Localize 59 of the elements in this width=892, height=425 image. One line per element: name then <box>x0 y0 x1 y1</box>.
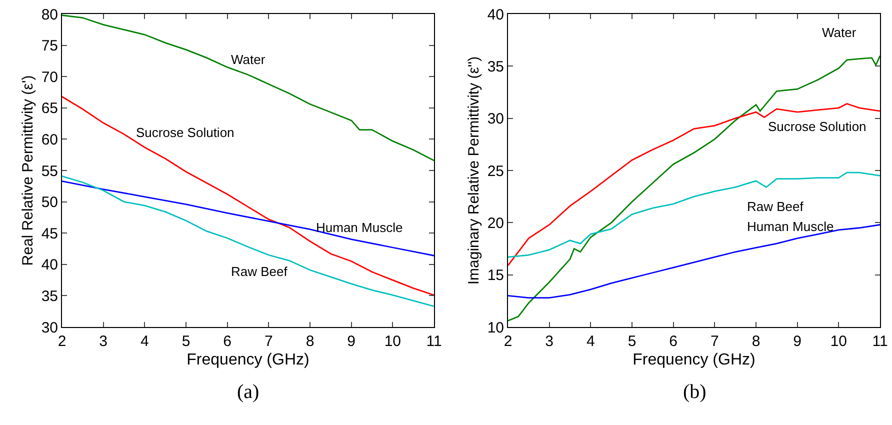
x-axis-title: Frequency (GHz) <box>186 352 310 369</box>
y-tick-label: 10 <box>487 319 504 336</box>
line-series <box>508 55 880 322</box>
x-tick-label: 7 <box>710 333 719 350</box>
series-label: Raw Beef <box>231 264 288 279</box>
x-tick-label: 2 <box>504 333 512 350</box>
y-tick-label: 50 <box>41 194 58 212</box>
x-tick-label: 11 <box>872 333 888 350</box>
y-tick-label: 30 <box>41 319 58 336</box>
x-tick-label: 5 <box>628 333 636 350</box>
x-tick-label: 10 <box>830 333 848 350</box>
y-tick-label: 15 <box>487 267 504 284</box>
y-tick-label: 35 <box>487 58 504 76</box>
series-label: Sucrose Solution <box>768 119 866 134</box>
series-label: Human Muscle <box>747 219 834 234</box>
y-tick-label: 80 <box>41 6 58 24</box>
x-tick-label: 9 <box>347 333 356 350</box>
x-tick-label: 2 <box>58 333 66 350</box>
series-label: Raw Beef <box>747 199 804 214</box>
y-axis-title: Imaginary Relative Permittivity (ε'') <box>466 56 483 285</box>
y-tick-label: 25 <box>487 162 504 180</box>
line-series <box>62 175 434 308</box>
series-label: Water <box>231 52 266 67</box>
line-series <box>62 14 434 162</box>
series-label: Sucrose Solution <box>136 125 234 140</box>
x-tick-label: 3 <box>99 333 108 350</box>
series-label: Human Muscle <box>316 220 403 235</box>
x-tick-label: 11 <box>426 333 442 350</box>
x-tick-label: 6 <box>223 333 232 350</box>
line-series <box>62 180 434 256</box>
x-tick-label: 5 <box>182 333 190 350</box>
y-tick-label: 75 <box>41 38 58 55</box>
y-tick-label: 55 <box>41 162 58 180</box>
y-tick-label: 20 <box>487 214 504 232</box>
x-tick-label: 8 <box>752 333 760 350</box>
series-label: Water <box>822 25 857 40</box>
y-tick-label: 30 <box>487 110 504 128</box>
x-tick-label: 4 <box>586 333 595 350</box>
y-tick-label: 60 <box>41 131 58 148</box>
x-tick-label: 7 <box>264 333 273 350</box>
text: (a) <box>237 381 260 403</box>
x-tick-label: 4 <box>140 333 149 350</box>
x-tick-label: 8 <box>306 333 314 350</box>
y-tick-label: 40 <box>487 6 504 24</box>
line-series <box>62 96 434 296</box>
y-axis-title: Real Relative Permittivity (ε') <box>20 75 37 266</box>
y-tick-label: 40 <box>41 256 58 274</box>
x-axis-title: Frequency (GHz) <box>632 352 756 369</box>
line-series <box>508 172 880 258</box>
y-tick-label: 45 <box>41 225 58 242</box>
x-tick-label: 9 <box>793 333 802 350</box>
line-series <box>508 103 880 266</box>
y-tick-label: 35 <box>41 288 58 305</box>
x-tick-label: 6 <box>669 333 678 350</box>
x-tick-label: 3 <box>545 333 554 350</box>
x-tick-label: 10 <box>384 333 402 350</box>
y-tick-label: 65 <box>41 100 58 118</box>
y-tick-label: 70 <box>41 68 58 86</box>
text: (b) <box>683 381 706 403</box>
